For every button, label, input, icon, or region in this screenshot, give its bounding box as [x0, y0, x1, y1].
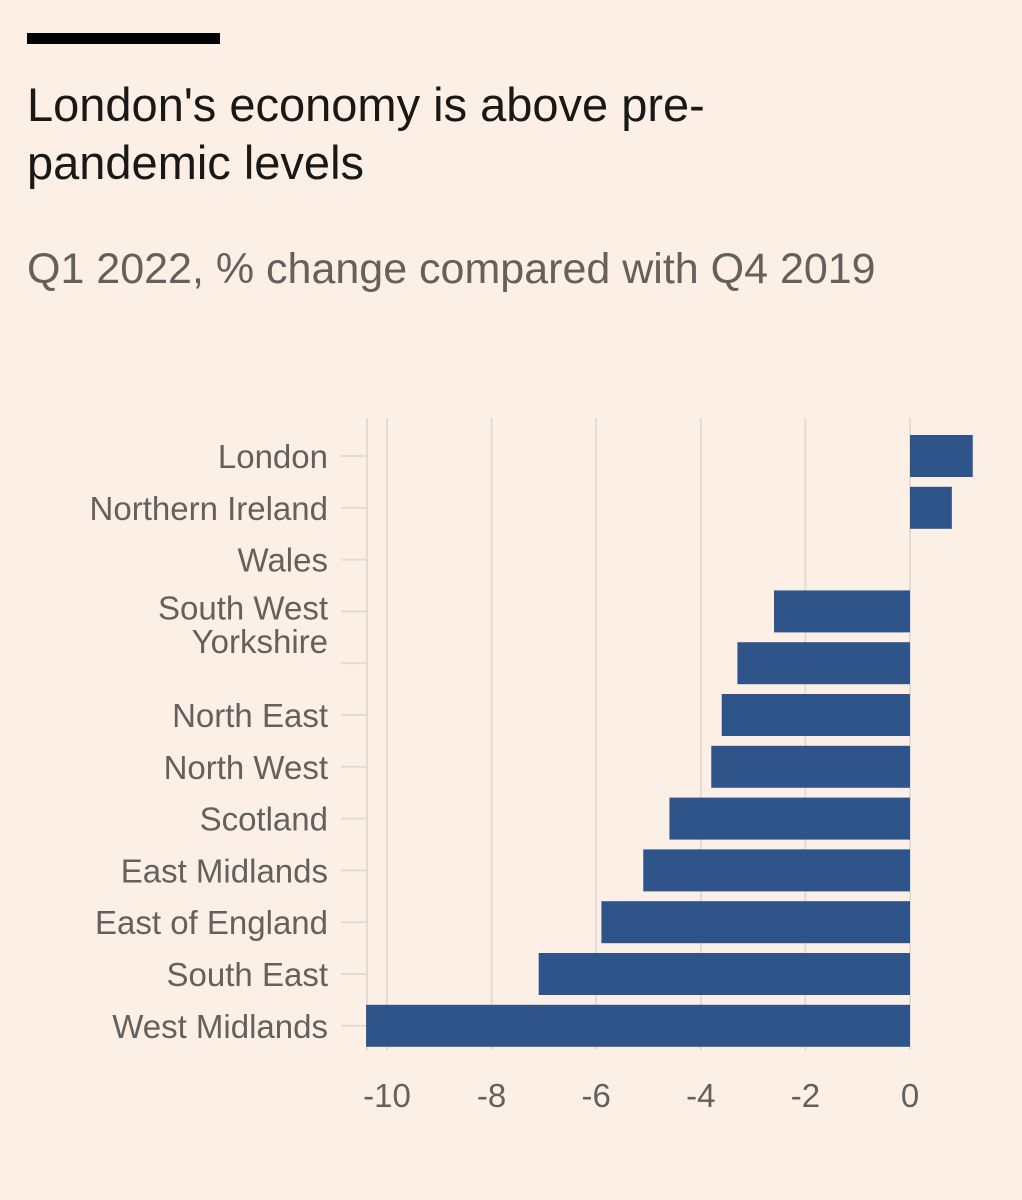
x-tick-label: -4 [686, 1077, 715, 1114]
bar [601, 901, 910, 944]
category-label: North West [164, 749, 328, 786]
bar [774, 590, 910, 633]
chart-title: London's economy is above pre-pandemic l… [27, 78, 705, 190]
category-label: London [218, 438, 328, 475]
category-label: South West [158, 589, 328, 626]
bar [711, 745, 910, 788]
x-tick-label: -6 [582, 1077, 611, 1114]
x-tick-label: -10 [363, 1077, 411, 1114]
bar [669, 797, 910, 840]
category-label: Yorkshire [192, 623, 328, 660]
x-tick-label: -8 [477, 1077, 506, 1114]
x-tick-label: 0 [901, 1077, 919, 1114]
category-label: East Midlands [121, 852, 328, 889]
x-tick-label: -2 [791, 1077, 820, 1114]
category-label: North East [172, 697, 328, 734]
title-rule [27, 33, 220, 44]
bar [643, 849, 910, 892]
chart-subtitle: Q1 2022, % change compared with Q4 2019 [27, 245, 876, 293]
category-label: East of England [95, 904, 328, 941]
category-label: South East [167, 956, 328, 993]
bar [538, 953, 910, 995]
category-label: Scotland [200, 801, 328, 838]
category-label: Wales [238, 542, 328, 579]
category-label: West Midlands [112, 1008, 328, 1045]
bar-chart: -10 -8 -6 -4 -2 0 London Northern Ireland Wales S… [90, 418, 973, 1114]
bar [366, 1004, 911, 1047]
bar [721, 694, 910, 736]
bar [910, 435, 973, 477]
category-label: Northern Ireland [90, 490, 328, 527]
bar [737, 642, 910, 685]
bar [910, 486, 952, 529]
